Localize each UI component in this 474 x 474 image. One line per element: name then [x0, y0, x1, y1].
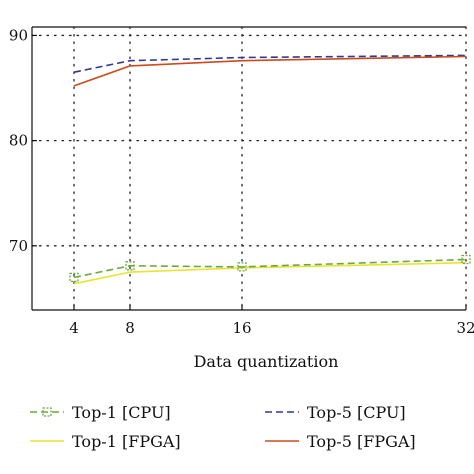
legend-item-top-1-cpu: Top-1 [CPU]: [30, 403, 171, 422]
x-tick-label-32: 32: [456, 319, 474, 337]
legend-marker-top-1-cpu: [42, 407, 52, 417]
legend-label-top-1-fpga: Top-1 [FPGA]: [72, 432, 181, 451]
grid-lines: [31, 26, 467, 311]
tick-labels: 4 8 16 32 90 80 70: [9, 26, 474, 337]
x-tick-label-4: 4: [69, 319, 79, 337]
data-point-top-1-cpu-4: [69, 272, 79, 283]
data-point-top-1-cpu-16: [237, 262, 247, 272]
x-tick-label-16: 16: [232, 319, 251, 337]
data-point-top-1-cpu-32: [461, 254, 471, 265]
plot-axes: [31, 26, 467, 311]
x-axis-title: Data quantization: [194, 352, 339, 371]
series-line-top-5-cpu: [73, 54, 467, 73]
series-lines: [69, 54, 471, 285]
series-line-top-1-fpga: [73, 261, 467, 285]
legend-label-top-5-fpga: Top-5 [FPGA]: [307, 432, 416, 451]
data-point-top-1-cpu-8: [125, 261, 135, 271]
y-tick-label-80: 80: [9, 132, 28, 150]
legend: Top-1 [CPU] Top-1 [FPGA] Top-5 [CPU] Top-5 …: [30, 403, 416, 451]
y-tick-label-90: 90: [9, 26, 28, 44]
y-tick-label-70: 70: [9, 237, 28, 255]
legend-label-top-5-cpu: Top-5 [CPU]: [307, 403, 406, 422]
series-line-top-5-fpga: [73, 55, 467, 87]
legend-label-top-1-cpu: Top-1 [CPU]: [72, 403, 171, 422]
x-tick-label-8: 8: [125, 319, 135, 337]
legend-item-top-5-fpga: Top-5 [FPGA]: [265, 432, 416, 451]
series-line-top-1-cpu: [73, 258, 467, 279]
legend-item-top-1-fpga: Top-1 [FPGA]: [30, 432, 181, 451]
legend-item-top-5-cpu: Top-5 [CPU]: [265, 403, 406, 422]
